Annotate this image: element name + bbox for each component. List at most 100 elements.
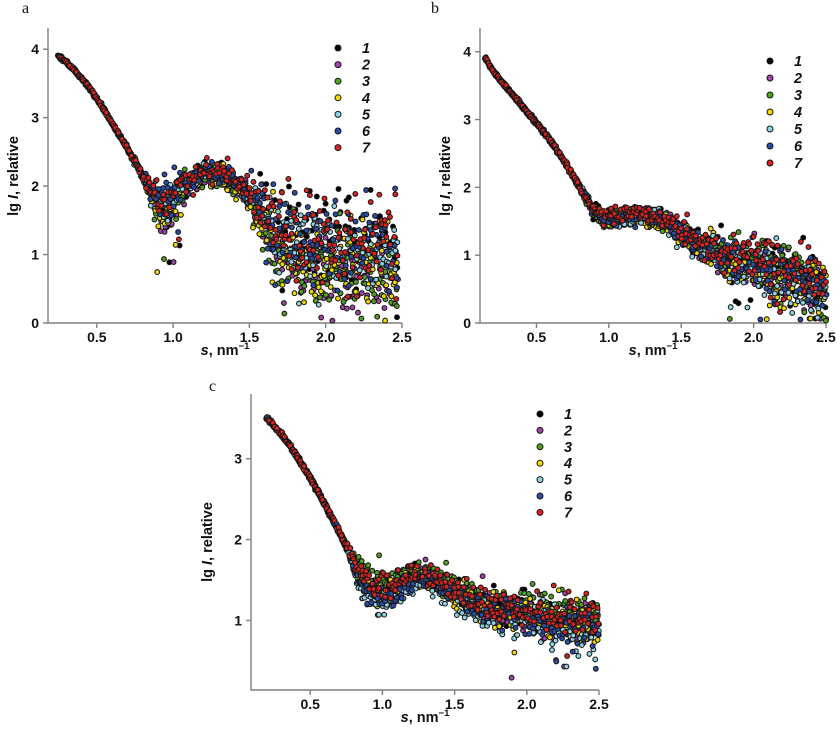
x-tick-label: 1.0 [163,329,183,345]
x-tick-label: 2.5 [589,696,609,712]
x-axis-ticks: 0.5 1.0 1.5 2.0 2.5 [300,690,609,712]
legend-label-1: 1 [564,407,572,423]
legend-marker-7 [766,159,774,167]
legend-label-4: 4 [361,91,370,107]
x-tick-label: 2.5 [392,329,412,345]
legend-label-7: 7 [362,141,371,157]
legend-label-6: 6 [362,124,371,140]
panel-letter-c: c [209,378,217,395]
legend-marker-7 [334,144,342,152]
legend-label-3: 3 [794,88,802,104]
legend-label-3: 3 [564,440,572,456]
x-axis-ticks: 0.5 1.0 1.5 2.0 2.5 [527,323,836,345]
x-axis-label: s, nm−1 [401,708,450,726]
legend-label-2: 2 [563,423,572,439]
axes [250,394,599,691]
panel-letter-b: b [431,0,439,17]
legend-marker-5 [536,476,544,484]
x-axis-label: s, nm−1 [201,341,250,359]
legend-label-6: 6 [794,139,803,155]
y-axis-label-symbol: I [200,560,216,565]
y-axis-label: lg I, relative [200,502,216,582]
legend-marker-6 [334,127,342,135]
x-tick-label: 1.0 [373,696,393,712]
y-axis-label-prefix: lg [200,564,216,582]
y-tick-label: 3 [31,110,39,126]
y-tick-label: 0 [31,315,39,331]
legend-marker-6 [536,492,544,500]
legend-marker-6 [766,142,774,150]
x-axis-label-unit: , nm [208,342,239,359]
legend-marker-5 [334,110,342,118]
legend-label-7: 7 [564,505,573,521]
x-axis-label-symbol: s [400,709,409,726]
x-axis-label-symbol: s [628,342,637,359]
legend-label-4: 4 [563,456,572,472]
y-axis-label-prefix: lg [438,198,454,216]
panel-letter-a: a [22,0,30,17]
y-axis-ticks: 1 2 3 [234,451,251,628]
y-tick-label: 2 [234,532,242,548]
y-tick-label: 1 [31,247,39,263]
legend-label-7: 7 [794,156,803,172]
x-tick-label: 2.0 [744,329,764,345]
legend-marker-5 [766,125,774,133]
legend-label-2: 2 [793,71,802,87]
legend-label-5: 5 [564,473,573,489]
legend-label-3: 3 [362,74,370,90]
legend-marker-3 [334,77,342,85]
legend-marker-2 [334,61,342,69]
x-tick-label: 0.5 [87,329,107,345]
legend-marker-4 [766,108,774,116]
legend-marker-1 [766,57,774,65]
x-tick-label: 1.5 [671,329,691,345]
x-tick-label: 2.0 [517,696,537,712]
y-tick-label: 4 [463,44,471,60]
legend-label-2: 2 [361,58,370,74]
x-axis-label-unit: , nm [636,342,667,359]
legend-label-5: 5 [362,107,371,123]
x-tick-label: 2.0 [316,329,336,345]
panel-a: 0.5 1.0 1.5 2.0 2.5 0 1 2 3 4 1 2 3 4 5 6 7 a s, nm−1 lg… [0,0,418,372]
panel-c: 0.5 1.0 1.5 2.0 2.5 1 2 3 1 2 3 4 5 6 7 c s, nm−1 lg I… [180,378,640,740]
legend-marker-2 [766,74,774,82]
legend-marker-3 [766,91,774,99]
scatter-points [54,52,401,324]
legend-label-6: 6 [564,489,573,505]
legend-marker-2 [536,426,544,434]
y-tick-label: 0 [463,315,471,331]
x-tick-label: 1.0 [599,329,619,345]
y-axis-label-suffix: , relative [200,502,216,561]
legend-marker-1 [536,410,544,418]
y-tick-label: 4 [31,41,39,57]
y-axis-label-symbol: I [438,194,454,199]
y-axis-label-symbol: I [6,194,22,199]
x-tick-label: 2.5 [816,329,836,345]
y-tick-label: 3 [234,451,242,467]
x-tick-label: 1.5 [240,329,260,345]
x-axis-label-unit: , nm [408,709,439,726]
legend-marker-7 [536,508,544,516]
y-tick-label: 1 [463,247,471,263]
legend-label-1: 1 [794,54,802,70]
y-axis-label-suffix: , relative [438,136,454,195]
legend-marker-4 [536,459,544,467]
x-axis-label-exponent: −1 [666,341,678,352]
y-axis-label: lg I, relative [438,136,454,216]
scatter-points [263,414,602,681]
x-tick-label: 0.5 [527,329,547,345]
x-axis-label: s, nm−1 [629,341,678,359]
legend-marker-1 [334,44,342,52]
y-axis-label-suffix: , relative [6,136,22,195]
y-tick-label: 3 [463,112,471,128]
x-axis-label-exponent: −1 [238,341,250,352]
y-tick-label: 2 [31,178,39,194]
y-tick-label: 1 [234,612,242,628]
